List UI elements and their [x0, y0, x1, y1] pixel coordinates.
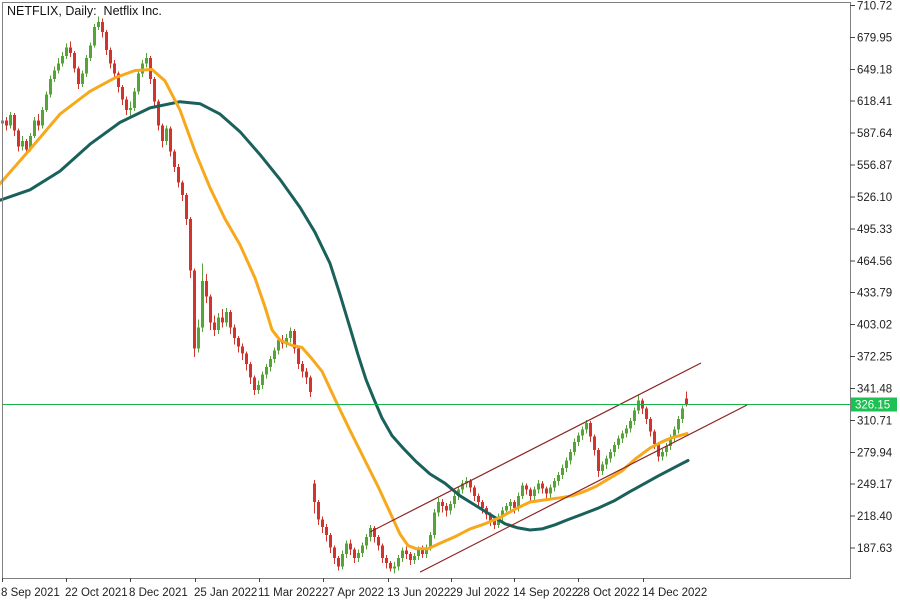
- price-axis[interactable]: 710.72 679.95 649.18 618.41 587.64 556.87 526.…: [850, 1, 893, 556]
- price-axis-label: 679.95: [857, 32, 892, 44]
- current-price-value: 326.15: [855, 400, 890, 412]
- date-axis-label: 22 Oct 2021: [65, 587, 128, 599]
- date-axis-label: 11 Mar 2022: [258, 587, 322, 599]
- price-axis-label: 187.63: [857, 543, 892, 555]
- price-axis-label: 372.25: [857, 352, 892, 364]
- date-axis-label: 8 Dec 2021: [129, 587, 188, 599]
- price-axis-label: 495.33: [857, 224, 892, 236]
- price-axis-label: 310.71: [857, 415, 892, 427]
- date-axis-label: 25 Jan 2022: [194, 587, 257, 599]
- ma-fast-line[interactable]: [0, 68, 689, 551]
- price-axis-label: 218.40: [857, 511, 892, 523]
- price-axis-label: 618.41: [857, 96, 892, 108]
- date-axis-label: 27 Apr 2022: [322, 587, 384, 599]
- price-axis-label: 649.18: [857, 64, 892, 76]
- price-axis-label: 587.64: [857, 128, 893, 140]
- date-axis-label: 13 Jun 2022: [387, 587, 450, 599]
- price-axis-label: 433.79: [857, 288, 892, 300]
- current-price-badge: 326.15: [851, 397, 897, 412]
- price-axis-label: 556.87: [857, 160, 892, 172]
- price-axis-label: 464.56: [857, 256, 892, 268]
- chart-title: NETFLIX, Daily: Netflix Inc.: [7, 4, 162, 18]
- date-axis-label: 8 Sep 2021: [1, 587, 60, 599]
- price-axis-label: 710.72: [857, 1, 892, 13]
- price-axis-label: 526.10: [857, 192, 892, 204]
- chart-frame: [2, 2, 851, 579]
- price-axis-label: 279.94: [857, 447, 893, 459]
- price-axis-label: 341.48: [857, 383, 892, 395]
- price-axis-label: 249.17: [857, 479, 892, 491]
- date-axis-label: 14 Dec 2022: [642, 587, 707, 599]
- date-axis-label: 14 Sep 2022: [513, 587, 578, 599]
- trend-channel-lines[interactable]: [369, 362, 748, 573]
- date-axis-label: 29 Jul 2022: [450, 587, 509, 599]
- ma-slow-line[interactable]: [0, 100, 690, 532]
- price-axis-label: 403.02: [857, 320, 892, 332]
- date-axis[interactable]: 8 Sep 2021 22 Oct 2021 8 Dec 2021 25 Jan 20…: [1, 578, 707, 599]
- date-axis-label: 28 Oct 2022: [577, 587, 640, 599]
